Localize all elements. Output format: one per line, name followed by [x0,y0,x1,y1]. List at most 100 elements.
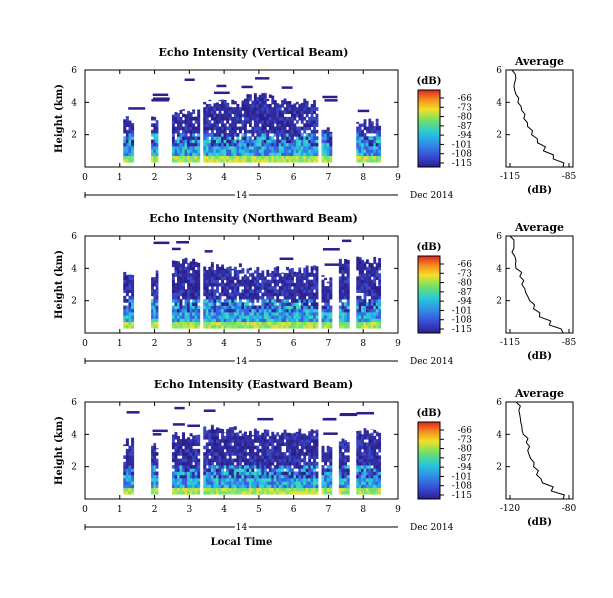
heatmap-cell [223,126,227,131]
heatmap-cell [298,110,302,115]
heatmap-cell [363,487,367,492]
heatmap-cell [213,295,217,300]
heatmap-cell [243,98,247,102]
heatmap-cell [238,448,242,453]
heatmap-cell [177,116,180,121]
heatmap-cell [378,142,382,147]
heatmap-cell [256,133,260,137]
heatmap-cell [253,107,257,111]
heatmap-cell [271,116,275,121]
heatmap-cell [263,152,267,157]
heatmap-cell [303,481,307,485]
heatmap-cell [243,142,247,147]
heatmap-cell [218,448,222,453]
heatmap-cell [228,435,232,440]
heatmap-cell [174,155,178,160]
heatmap-cell [305,126,309,131]
heatmap-cell [197,273,201,277]
heatmap-cell [228,318,232,323]
heatmap-cell [271,279,275,284]
heatmap-cell [315,490,319,495]
heatmap-cell [153,139,157,144]
heatmap-cell [189,149,193,153]
heatmap-cell [329,158,333,163]
heatmap-cell [256,448,260,453]
heatmap-cell [281,136,285,140]
heatmap-cell [278,461,282,466]
heatmap-cell [303,100,307,105]
heatmap-cell [308,448,312,453]
heatmap-cell [344,289,348,293]
heatmap-cell [189,445,193,450]
heatmap-cell [187,487,191,492]
heatmap-cell [308,465,312,469]
heatmap-cell [326,286,330,290]
heatmap-cell [295,101,299,105]
heatmap-cell [179,136,183,140]
heatmap-cell [253,490,257,495]
heatmap-cell [205,113,209,118]
heatmap-cell [231,139,235,144]
heatmap-cell [128,158,132,163]
heatmap-cell [303,315,307,319]
heatmap-cell [226,315,230,319]
heatmap-cell [303,273,307,277]
heatmap-cell [128,123,132,127]
heatmap-cell [263,445,267,450]
heatmap-cell [358,276,362,281]
heatmap-cell [223,129,227,134]
heatmap-cell [231,315,235,319]
heatmap-cell [370,481,374,485]
heatmap-cell [131,461,135,466]
heatmap-cell [233,452,237,456]
heatmap-cell [171,289,175,293]
heatmap-cell [358,269,362,274]
heatmap-cell [366,259,369,261]
heatmap-cell [293,126,297,131]
heatmap-cell [263,484,267,489]
heatmap-cell [216,107,219,111]
heatmap-cell [231,123,235,127]
heatmap-cell [341,315,345,319]
heatmap-cell [293,455,297,459]
heatmap-cell [213,113,217,118]
heatmap-cell [218,439,222,443]
heatmap-cell [324,99,338,102]
heatmap-cell [263,461,267,466]
heatmap-cell [293,439,297,443]
heatmap-cell [370,442,374,447]
heatmap-cell [258,282,262,287]
heatmap-cell [344,308,348,313]
heatmap-cell [261,461,265,466]
heatmap-cell [313,145,316,150]
heatmap-cell [189,324,193,329]
heatmap-cell [182,461,185,466]
heatmap-cell [283,305,287,310]
heatmap-cell [151,149,154,153]
heatmap-cell [298,155,302,160]
heatmap-cell [153,445,157,450]
heatmap-cell [236,145,240,150]
heatmap-cell [236,315,240,319]
heatmap-cell [184,308,188,313]
heatmap-cell [174,318,178,323]
heatmap-cell [281,116,285,121]
heatmap-cell [288,158,292,163]
heatmap-cell [261,286,265,290]
heatmap-cell [179,308,183,313]
heatmap-cell [221,484,225,489]
heatmap-cell [378,484,382,489]
heatmap-cell [366,321,369,326]
heatmap-cell [308,295,312,300]
heatmap-cell [308,136,312,140]
heatmap-cell [226,465,230,469]
heatmap-cell [344,448,348,453]
heatmap-cell [248,282,252,287]
heatmap-cell [298,481,302,485]
heatmap-cell [313,465,316,469]
heatmap-segment [276,257,319,329]
heatmap-cell [326,445,330,450]
heatmap-cell [151,458,154,463]
heatmap-cell [321,474,325,479]
heatmap-cell [268,120,272,124]
